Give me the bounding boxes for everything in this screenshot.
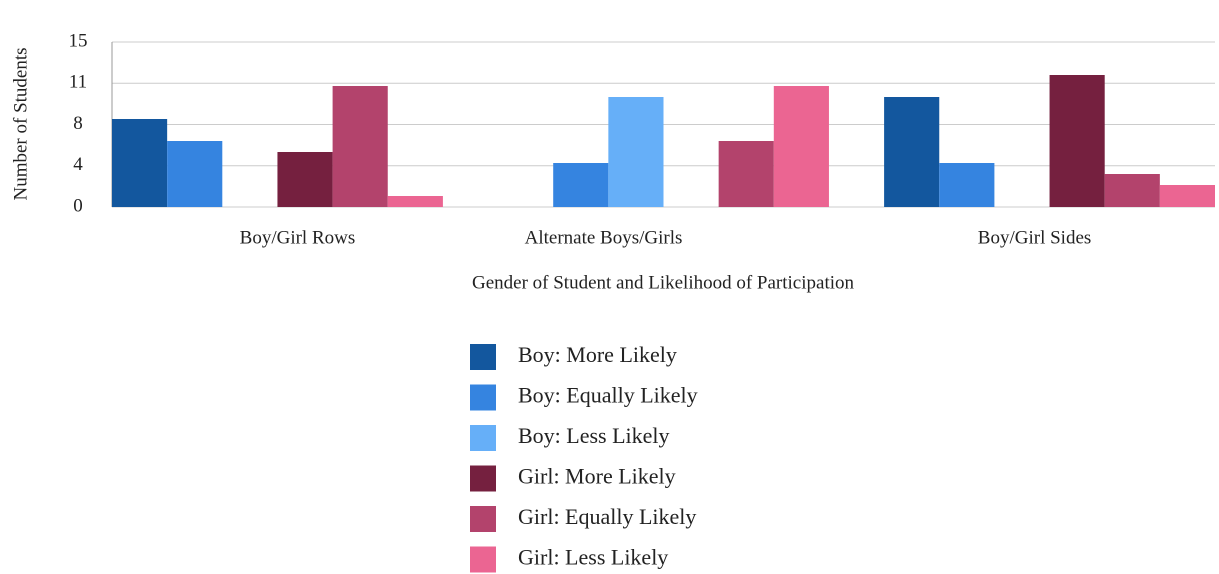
legend-label: Boy: More Likely: [518, 342, 677, 367]
bar: [773, 86, 829, 207]
y-tick-label: 4: [73, 154, 83, 175]
legend-swatch: [470, 465, 496, 492]
y-tick-label: 0: [73, 195, 83, 216]
x-tick-label: Boy/Girl Sides: [978, 227, 1091, 248]
legend-swatch: [470, 506, 496, 532]
legend-swatch: [470, 546, 496, 573]
y-tick-label: 11: [69, 72, 87, 93]
bar: [1159, 185, 1215, 207]
bar: [718, 141, 774, 207]
bar: [1104, 174, 1160, 207]
legend-swatch: [470, 425, 496, 451]
y-tick-label: 8: [73, 113, 83, 134]
legend-label: Girl: Less Likely: [518, 545, 668, 570]
bar: [1049, 75, 1105, 207]
legend-label: Boy: Equally Likely: [518, 383, 698, 408]
bar: [112, 119, 168, 207]
y-axis-title: Number of Students: [10, 47, 31, 200]
bar: [332, 86, 388, 207]
bar: [608, 97, 664, 207]
x-tick-label: Alternate Boys/Girls: [525, 227, 683, 248]
legend-label: Boy: Less Likely: [518, 423, 670, 448]
legend-label: Girl: More Likely: [518, 464, 676, 489]
x-axis-title: Gender of Student and Likelihood of Part…: [472, 272, 855, 293]
bar: [884, 97, 940, 207]
bar: [939, 163, 995, 207]
bar: [387, 196, 443, 207]
bar: [277, 152, 333, 207]
legend-swatch: [470, 384, 496, 411]
y-tick-label: 15: [69, 30, 88, 51]
bar: [553, 163, 609, 207]
legend-swatch: [470, 344, 496, 370]
bar: [167, 141, 223, 207]
x-tick-label: Boy/Girl Rows: [240, 227, 356, 248]
legend-label: Girl: Equally Likely: [518, 504, 696, 529]
